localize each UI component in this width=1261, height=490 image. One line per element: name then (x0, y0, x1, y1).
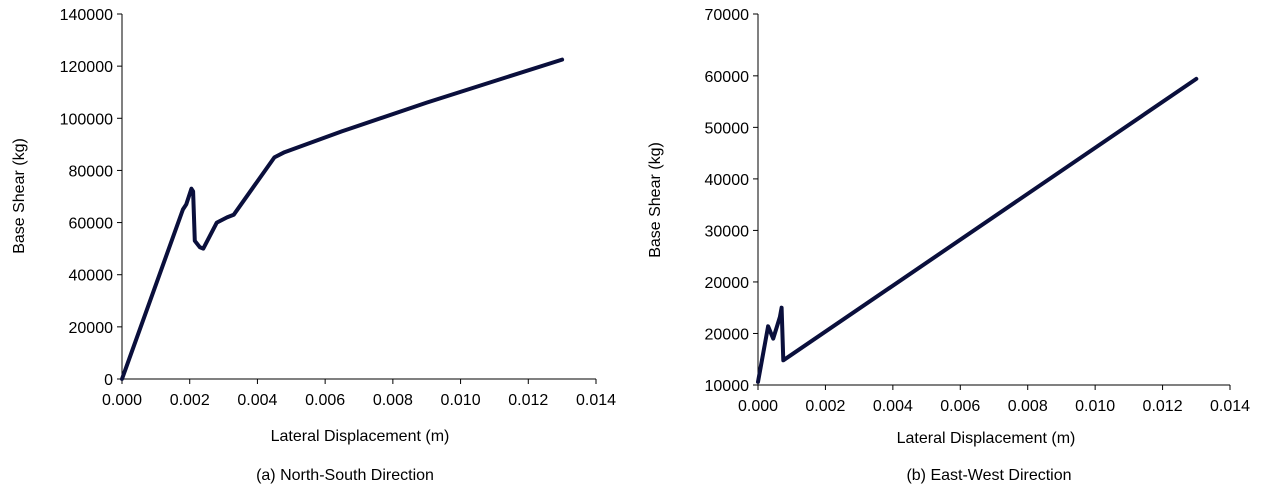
x-tick-label: 0.002 (170, 392, 210, 409)
y-tick-label: 20000 (705, 275, 750, 292)
x-tick-label: 0.008 (1008, 398, 1048, 415)
x-tick-label: 0.004 (237, 392, 277, 409)
y-axis-label: Base Shear (kg) (647, 142, 664, 258)
y-tick-label: 70000 (705, 7, 750, 24)
x-axis-label: Lateral Displacement (m) (271, 428, 450, 445)
x-tick-group: 0.000 0.002 0.004 0.006 0.008 0.010 0.012 0.014 (738, 385, 1250, 415)
y-tick-group: 0 20000 40000 60000 80000 100000 120000 140000 (60, 7, 122, 389)
y-tick-label: 20000 (705, 326, 750, 343)
y-axis-label: Base Shear (kg) (11, 138, 28, 254)
y-tick-label: 50000 (705, 120, 750, 137)
x-tick-label: 0.010 (1075, 398, 1115, 415)
x-tick-label: 0.014 (1210, 398, 1250, 415)
y-tick-label: 80000 (69, 163, 114, 180)
y-tick-label: 100000 (60, 111, 113, 128)
y-tick-label: 140000 (60, 7, 113, 24)
x-tick-label: 0.000 (738, 398, 778, 415)
y-tick-label: 120000 (60, 59, 113, 76)
chart-panel-north-south: 020000400006000080000100000120000140000 … (11, 7, 616, 484)
x-tick-label: 0.004 (873, 398, 913, 415)
x-tick-label: 0.006 (305, 392, 345, 409)
y-tick-label: 30000 (705, 223, 750, 240)
x-tick-label: 0.008 (373, 392, 413, 409)
series-line (756, 76, 1199, 384)
y-tick-label: 60000 (705, 69, 750, 86)
x-tick-label: 0.002 (805, 398, 845, 415)
x-tick-label: 0.006 (940, 398, 980, 415)
y-tick-label: 40000 (705, 172, 750, 189)
y-tick-label: 60000 (69, 216, 114, 233)
y-tick-label: 40000 (69, 268, 114, 285)
x-axis-label: Lateral Displacement (m) (897, 430, 1076, 447)
x-tick-label: 0.012 (1143, 398, 1183, 415)
x-tick-group: 0.000 0.002 0.004 0.006 0.008 0.010 0.012 0.014 (102, 379, 616, 409)
y-tick-label: 20000 (69, 320, 114, 337)
chart-caption: (b) East-West Direction (906, 467, 1071, 484)
x-tick-label: 0.014 (576, 392, 616, 409)
series-line (120, 57, 565, 381)
chart-panel-east-west: 10000 20000 20000 30000 40000 50000 60000 70000… (647, 7, 1250, 484)
y-tick-group: 10000 20000 20000 30000 40000 50000 60000 70000 (705, 7, 758, 395)
y-tick-label: 10000 (705, 378, 750, 395)
x-tick-label: 0.000 (102, 392, 142, 409)
x-tick-label: 0.010 (441, 392, 481, 409)
chart-caption: (a) North-South Direction (256, 467, 434, 484)
x-tick-label: 0.012 (508, 392, 548, 409)
y-tick-label: 0 (104, 372, 113, 389)
